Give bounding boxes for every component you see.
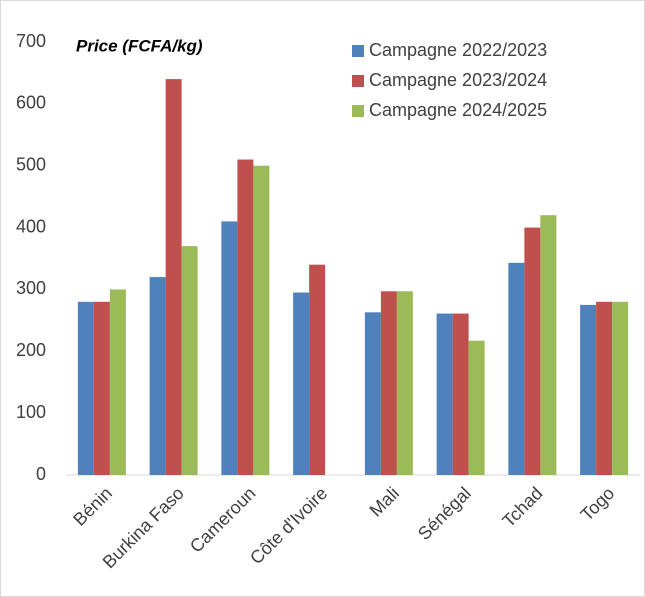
- bar: [77, 301, 94, 475]
- bar: [237, 159, 254, 475]
- legend-swatch: [352, 105, 364, 117]
- bar: [221, 221, 238, 475]
- y-tick-label: 500: [16, 154, 46, 174]
- bar: [436, 313, 453, 475]
- legend-swatch: [352, 75, 364, 87]
- bar: [596, 301, 613, 475]
- y-tick-label: 0: [36, 464, 46, 484]
- bar: [540, 215, 557, 475]
- bar: [468, 340, 485, 475]
- legend-label: Campagne 2024/2025: [369, 100, 547, 120]
- bar: [380, 291, 397, 475]
- y-tick-label: 600: [16, 93, 46, 113]
- bar: [165, 79, 182, 475]
- chart-title: Price (FCFA/kg): [76, 36, 203, 55]
- y-tick-label: 400: [16, 216, 46, 236]
- bar: [508, 262, 525, 475]
- bar: [580, 304, 597, 475]
- y-tick-label: 100: [16, 402, 46, 422]
- bar: [181, 246, 198, 475]
- bar: [309, 264, 326, 475]
- bar: [524, 227, 541, 475]
- legend-label: Campagne 2022/2023: [369, 40, 547, 60]
- y-tick-label: 200: [16, 340, 46, 360]
- legend-swatch: [352, 45, 364, 57]
- legend-label: Campagne 2023/2024: [369, 70, 547, 90]
- y-tick-label: 700: [16, 31, 46, 51]
- bar: [149, 277, 166, 475]
- y-tick-label: 300: [16, 278, 46, 298]
- bar: [612, 301, 629, 475]
- bar: [364, 312, 381, 475]
- bar: [293, 292, 310, 475]
- bar: [396, 291, 413, 475]
- bar: [253, 165, 270, 475]
- bar: [93, 301, 110, 475]
- bar: [452, 313, 469, 475]
- bar: [109, 289, 126, 475]
